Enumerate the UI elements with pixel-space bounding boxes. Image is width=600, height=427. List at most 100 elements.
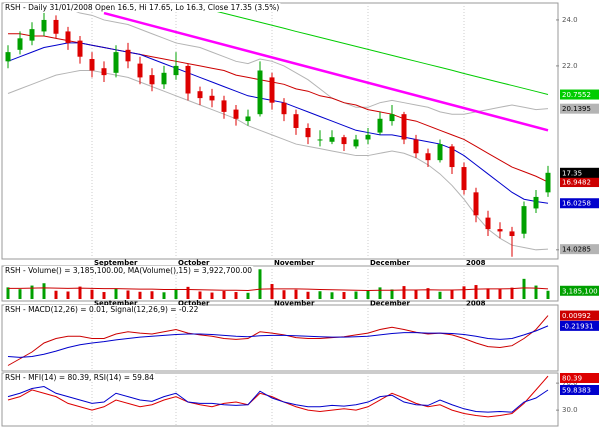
candle-body bbox=[389, 114, 395, 122]
x-tick-label: 2008 bbox=[466, 259, 486, 267]
candle-body bbox=[353, 139, 359, 147]
volume-bar bbox=[54, 290, 58, 299]
volume-bar bbox=[30, 285, 34, 299]
volume-bar bbox=[270, 284, 274, 299]
volume-bar bbox=[102, 292, 106, 299]
y-tick-label: 70.0 bbox=[562, 379, 578, 387]
candle-body bbox=[533, 196, 539, 209]
series-value-label: 59.8383 bbox=[562, 386, 591, 394]
candle-body bbox=[173, 65, 179, 76]
close-value-label: 17.35 bbox=[562, 169, 582, 177]
title-bg bbox=[4, 305, 200, 314]
volume-bar bbox=[126, 290, 130, 299]
macd-panel bbox=[1, 304, 559, 372]
candle-body bbox=[221, 100, 227, 112]
volume-bar bbox=[42, 283, 46, 299]
volume-bar bbox=[282, 290, 286, 299]
candle-body bbox=[29, 29, 35, 41]
candle-body bbox=[377, 118, 383, 133]
x-tick-label: November bbox=[274, 300, 315, 308]
candle-body bbox=[329, 137, 335, 142]
x-tick-label: October bbox=[178, 259, 210, 267]
candle-body bbox=[365, 134, 371, 140]
indicator-line bbox=[7, 375, 549, 418]
candle-body bbox=[413, 139, 419, 154]
volume-bar bbox=[150, 291, 154, 299]
candle-body bbox=[485, 217, 491, 230]
volume-bar bbox=[258, 269, 262, 299]
candle-body bbox=[209, 95, 215, 101]
series-value-label: 14.0285 bbox=[562, 246, 591, 254]
candle-body bbox=[257, 70, 263, 115]
panel-title: RSH - Daily 31/01/2008 Open 16.5, Hi 17.… bbox=[5, 3, 279, 12]
panel-plot bbox=[7, 375, 549, 418]
volume-bar bbox=[90, 289, 94, 299]
volume-bar bbox=[450, 289, 454, 299]
title-bg bbox=[4, 266, 254, 275]
candle-body bbox=[65, 31, 71, 43]
candle-body bbox=[89, 59, 95, 71]
series-value-box bbox=[560, 89, 599, 100]
candle-body bbox=[41, 19, 47, 32]
volume-bar bbox=[210, 292, 214, 299]
candle-body bbox=[317, 139, 323, 141]
volume-bar bbox=[366, 290, 370, 299]
volume-bar bbox=[342, 292, 346, 299]
volume-bar bbox=[378, 287, 382, 299]
price-panel bbox=[1, 2, 559, 260]
volume-bar bbox=[486, 288, 490, 299]
volume-bar bbox=[246, 292, 250, 299]
series-value-box bbox=[560, 177, 599, 188]
volume-bar bbox=[462, 286, 466, 299]
candle-body bbox=[137, 63, 143, 78]
series-value-label: 0.00992 bbox=[562, 312, 591, 320]
series-value-box bbox=[560, 198, 599, 209]
title-bg bbox=[4, 373, 156, 382]
volume-bar bbox=[474, 285, 478, 299]
candle-body bbox=[125, 49, 131, 62]
volume-bar bbox=[414, 290, 418, 299]
candle-body bbox=[341, 137, 347, 145]
volume-bar bbox=[510, 287, 514, 299]
indicator-line bbox=[7, 325, 549, 358]
candle-body bbox=[233, 109, 239, 119]
series-value-label: 16.0258 bbox=[562, 200, 591, 208]
x-tick-label: 2008 bbox=[466, 300, 486, 308]
volume-bar bbox=[6, 287, 10, 299]
candle-body bbox=[17, 38, 23, 50]
title-bg bbox=[4, 3, 281, 12]
trendline bbox=[103, 11, 549, 132]
panel-plot bbox=[5, 3, 551, 257]
candle-body bbox=[5, 52, 11, 62]
panel-plot bbox=[7, 315, 549, 366]
candle-body bbox=[269, 77, 275, 103]
indicator-line bbox=[7, 42, 549, 204]
indicator-line bbox=[7, 385, 549, 413]
volume-bar bbox=[318, 291, 322, 299]
candle-body bbox=[521, 206, 527, 234]
x-tick-label: September bbox=[94, 259, 138, 267]
volume-bar bbox=[498, 289, 502, 299]
candle-body bbox=[509, 231, 515, 237]
panel-title: RSH - MACD(12,26) = 0.01, Signal(12,26,9… bbox=[5, 305, 199, 314]
series-value-box bbox=[560, 310, 599, 321]
volume-bar bbox=[162, 292, 166, 299]
candle-body bbox=[53, 19, 59, 34]
candle-body bbox=[401, 114, 407, 140]
volume-bar bbox=[186, 286, 190, 299]
volume-bar bbox=[354, 291, 358, 299]
y-tick-label: 24.0 bbox=[562, 16, 578, 24]
series-value-label: 80.39 bbox=[562, 375, 582, 383]
volume-bar bbox=[138, 291, 142, 299]
series-value-box bbox=[560, 320, 599, 331]
y-tick-label: 22.0 bbox=[562, 62, 578, 70]
candle-body bbox=[281, 102, 287, 115]
candle-body bbox=[425, 153, 431, 161]
volume-bar bbox=[294, 289, 298, 299]
y-tick-label: 30.0 bbox=[562, 406, 578, 414]
x-tick-label: December bbox=[370, 259, 411, 267]
volume-bar bbox=[306, 291, 310, 299]
volume-bar bbox=[222, 290, 226, 299]
series-value-label: -0.21931 bbox=[562, 322, 593, 330]
